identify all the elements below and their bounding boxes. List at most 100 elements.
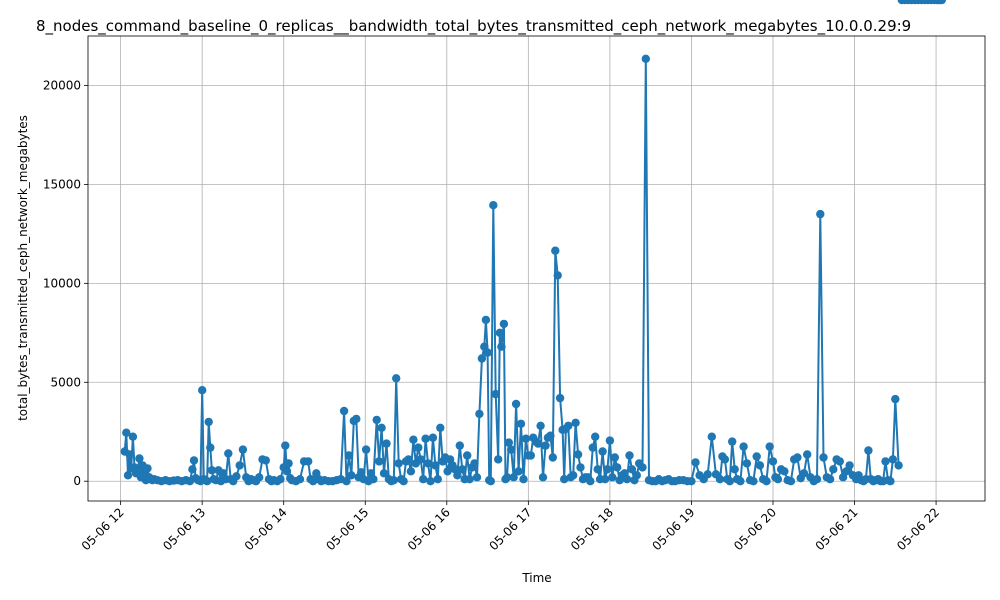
data-point bbox=[703, 470, 712, 479]
data-point bbox=[691, 458, 700, 467]
data-point bbox=[627, 465, 637, 474]
data-point bbox=[414, 443, 423, 452]
data-point bbox=[793, 453, 802, 462]
data-point bbox=[374, 457, 384, 466]
data-point bbox=[399, 477, 408, 486]
y-tick-label: 20000 bbox=[43, 78, 81, 92]
data-point bbox=[894, 461, 903, 470]
x-axis-label: Time bbox=[521, 571, 551, 585]
y-tick-label: 0 bbox=[73, 474, 81, 488]
data-point bbox=[295, 475, 305, 484]
data-point bbox=[281, 441, 290, 450]
data-point bbox=[419, 475, 428, 484]
data-point bbox=[551, 246, 560, 255]
data-point bbox=[406, 467, 416, 476]
data-point bbox=[571, 418, 580, 427]
data-point bbox=[533, 439, 543, 448]
data-point bbox=[198, 386, 207, 395]
data-point bbox=[728, 437, 737, 446]
data-point bbox=[339, 406, 349, 416]
data-point bbox=[521, 434, 531, 443]
data-point bbox=[507, 445, 516, 454]
y-axis-ticks: 0 5000 10000 15000 20000 bbox=[43, 78, 88, 488]
data-point bbox=[780, 467, 789, 476]
data-point bbox=[881, 457, 890, 466]
chart-title: 8_nodes_command_baseline_0_replicas__ban… bbox=[36, 17, 911, 36]
data-point bbox=[891, 394, 900, 404]
data-point bbox=[404, 455, 413, 464]
data-point bbox=[392, 374, 401, 383]
data-point bbox=[715, 475, 725, 484]
data-point bbox=[483, 348, 492, 357]
data-point bbox=[204, 417, 213, 427]
data-point bbox=[819, 453, 828, 462]
data-point bbox=[443, 467, 452, 476]
data-point bbox=[458, 465, 467, 474]
data-point bbox=[207, 466, 217, 475]
data-point bbox=[864, 446, 873, 455]
data-point bbox=[499, 319, 509, 329]
data-point bbox=[773, 475, 783, 484]
data-point bbox=[475, 409, 484, 419]
data-point bbox=[342, 477, 351, 486]
data-point bbox=[888, 455, 898, 464]
data-point bbox=[282, 467, 292, 476]
data-point bbox=[486, 477, 495, 486]
data-point bbox=[591, 432, 600, 441]
data-point bbox=[423, 459, 433, 468]
data-point bbox=[472, 473, 482, 482]
data-point bbox=[465, 475, 474, 484]
data-point bbox=[588, 443, 597, 452]
data-point bbox=[835, 457, 844, 466]
data-point bbox=[553, 271, 562, 280]
data-point bbox=[453, 471, 462, 480]
y-axis-label: total_bytes_transmitted_ceph_network_meg… bbox=[16, 115, 30, 421]
y-tick-label: 10000 bbox=[43, 276, 81, 290]
data-point bbox=[538, 473, 548, 482]
data-point bbox=[511, 399, 521, 409]
data-point bbox=[495, 328, 504, 337]
data-point bbox=[526, 451, 535, 460]
data-point bbox=[603, 465, 612, 474]
data-point bbox=[502, 473, 512, 482]
data-point bbox=[128, 432, 138, 441]
data-point bbox=[202, 477, 212, 486]
data-point bbox=[725, 477, 734, 486]
data-point bbox=[730, 465, 739, 474]
data-point bbox=[625, 451, 634, 460]
data-point bbox=[786, 477, 796, 486]
y-tick-label: 15000 bbox=[43, 177, 81, 191]
data-point bbox=[610, 453, 619, 462]
data-point bbox=[304, 457, 313, 466]
series-10.0.0.29:9 bbox=[120, 0, 946, 486]
data-point bbox=[379, 469, 389, 478]
data-point bbox=[548, 453, 557, 462]
data-point bbox=[608, 473, 617, 482]
data-point bbox=[491, 389, 500, 399]
data-point bbox=[742, 459, 752, 468]
data-point bbox=[560, 475, 569, 484]
data-point bbox=[489, 201, 498, 210]
data-point bbox=[372, 415, 381, 425]
data-point bbox=[845, 461, 854, 470]
data-point bbox=[632, 471, 641, 480]
data-point bbox=[613, 463, 622, 472]
data-point bbox=[638, 463, 647, 472]
data-point bbox=[707, 432, 716, 441]
data-point bbox=[261, 456, 270, 465]
data-point bbox=[255, 473, 264, 482]
data-point bbox=[519, 475, 528, 484]
y-tick-label: 5000 bbox=[50, 375, 81, 389]
data-point bbox=[189, 456, 199, 465]
data-point bbox=[436, 423, 445, 432]
data-point bbox=[361, 445, 371, 454]
data-point bbox=[188, 465, 197, 474]
data-point bbox=[463, 451, 472, 460]
data-point bbox=[768, 457, 778, 466]
data-point bbox=[276, 475, 285, 484]
data-point bbox=[494, 455, 503, 464]
data-point bbox=[803, 450, 812, 459]
data-point bbox=[755, 461, 765, 470]
data-point bbox=[622, 475, 632, 484]
data-point bbox=[352, 414, 361, 424]
